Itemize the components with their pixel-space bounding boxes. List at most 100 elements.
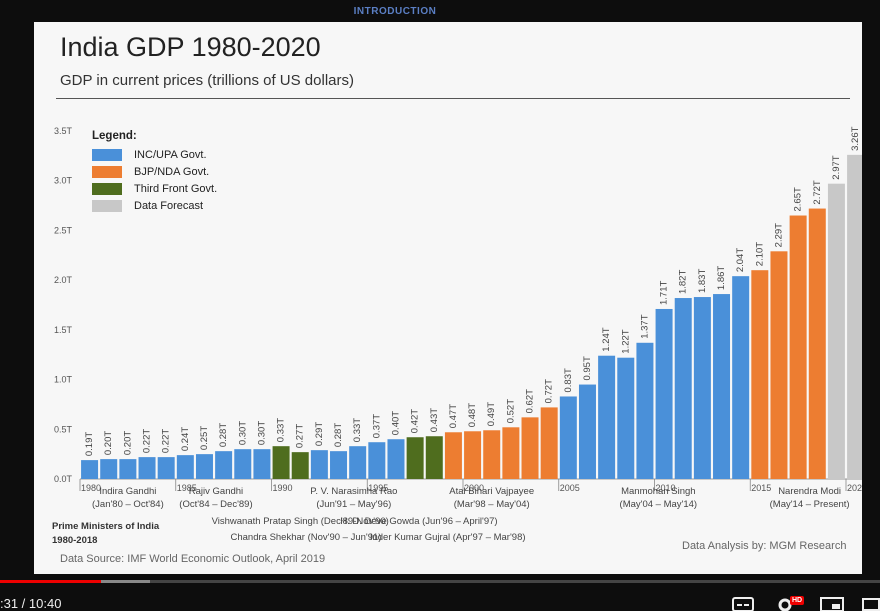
x-tick-label: 2010 (656, 483, 676, 493)
legend-item-inc: INC/UPA Govt. (92, 146, 217, 163)
bar (81, 460, 99, 479)
bar (195, 454, 213, 479)
progress-played (0, 580, 102, 583)
legend: Legend: INC/UPA Govt. BJP/NDA Govt. Thir… (92, 130, 217, 214)
bar (444, 432, 462, 479)
bar (387, 439, 405, 479)
bar (808, 208, 826, 479)
y-tick-label: 0.0T (54, 474, 73, 484)
bar (789, 215, 807, 479)
bar (502, 427, 520, 479)
data-label: 0.83T (563, 368, 574, 392)
data-label: 1.22T (620, 329, 631, 353)
data-label: 0.95T (582, 356, 593, 380)
legend-label: INC/UPA Govt. (134, 148, 207, 161)
analysis-credit: Data Analysis by: MGM Research (682, 540, 847, 552)
bar (176, 455, 194, 479)
data-source: Data Source: IMF World Economic Outlook,… (60, 553, 326, 565)
bar (827, 183, 845, 479)
pm-annotation: (Oct'84 – Dec'89) (179, 499, 252, 510)
bar (138, 457, 156, 479)
bar (847, 154, 862, 479)
data-label: 0.29T (314, 422, 325, 446)
data-label: 0.48T (467, 403, 478, 427)
bar (157, 457, 175, 479)
theater-mode-icon[interactable] (862, 596, 880, 611)
data-label: 1.71T (659, 280, 670, 304)
pm-caption-line: Prime Ministers of India (52, 521, 160, 532)
data-label: 2.72T (812, 180, 823, 204)
y-tick-label: 3.5T (54, 126, 73, 136)
miniplayer-icon[interactable] (820, 596, 844, 611)
data-label: 1.24T (601, 327, 612, 351)
pm-caption-line: 1980-2018 (52, 535, 98, 546)
bar (655, 308, 673, 479)
subtitles-icon[interactable] (732, 596, 754, 611)
data-label: 0.19T (84, 432, 95, 456)
y-tick-label: 2.5T (54, 225, 73, 235)
pm-annotation: (Mar'98 – May'04) (454, 499, 530, 510)
bar (770, 251, 788, 479)
pm-annotation: Narendra Modi (778, 486, 841, 497)
settings-gear-icon[interactable] (776, 596, 794, 611)
bar (310, 450, 328, 479)
x-tick-label: 2005 (560, 483, 580, 493)
bar (330, 451, 348, 479)
data-label: 0.40T (390, 411, 401, 435)
pm-annotation: Manmohan Singh (621, 486, 695, 497)
x-tick-label: 2015 (751, 483, 771, 493)
data-label: 0.52T (505, 399, 516, 423)
data-label: 0.28T (333, 423, 344, 447)
legend-swatch (92, 148, 122, 161)
pm-annotation: Indira Gandhi (99, 486, 156, 497)
data-label: 0.37T (371, 414, 382, 438)
bar (713, 294, 731, 479)
legend-swatch (92, 165, 122, 178)
bar (559, 396, 577, 479)
slide: 0.0T 0.5T 1.0T 1.5T 2.0T 2.5T 3.0T 3.5T 0.19T 0.2… (34, 22, 862, 574)
bar (636, 342, 654, 479)
data-label: 0.49T (486, 402, 497, 426)
data-label: 0.20T (103, 431, 114, 455)
legend-item-forecast: Data Forecast (92, 197, 217, 214)
pm-annotation: Atal Bihari Vajpayee (449, 486, 534, 497)
bar (521, 417, 539, 479)
legend-item-third-front: Third Front Govt. (92, 180, 217, 197)
data-label: 1.37T (639, 314, 650, 338)
bar (464, 431, 482, 479)
data-label: 1.86T (716, 266, 727, 290)
bar (598, 355, 616, 479)
data-label: 1.82T (678, 270, 689, 294)
bar (483, 430, 501, 479)
x-tick-label: 2020 (847, 483, 862, 493)
legend-label: Data Forecast (134, 199, 204, 212)
data-label: 2.10T (754, 242, 765, 266)
data-label: 0.20T (122, 431, 133, 455)
data-label: 2.97T (831, 155, 842, 179)
time-display: :31 / 10:40 (0, 596, 62, 611)
y-tick-label: 2.0T (54, 275, 73, 285)
data-label: 0.24T (180, 427, 191, 451)
video-progress-bar[interactable] (0, 580, 880, 583)
y-tick-label: 0.5T (54, 424, 73, 434)
hd-badge: HD (790, 596, 805, 605)
bar (368, 442, 386, 479)
legend-label: Third Front Govt. (134, 182, 218, 195)
bar (578, 384, 596, 479)
pm-annotation: H. D. Deve Gowda (Jun'96 – April'97) (340, 516, 497, 527)
data-label: 0.30T (256, 421, 267, 445)
bar (253, 449, 271, 479)
bar (674, 298, 692, 479)
data-label: 0.27T (295, 424, 306, 448)
legend-swatch (92, 182, 122, 195)
data-label: 2.65T (793, 187, 804, 211)
y-tick-label: 1.0T (54, 375, 73, 385)
bar (751, 270, 769, 479)
data-label: 0.30T (237, 421, 248, 445)
bar (119, 459, 137, 479)
y-tick-label: 1.5T (54, 325, 73, 335)
data-label: 0.42T (410, 409, 421, 433)
pm-annotation: Rajiv Gandhi (189, 486, 243, 497)
data-label: 0.22T (142, 429, 153, 453)
bar (732, 276, 750, 479)
